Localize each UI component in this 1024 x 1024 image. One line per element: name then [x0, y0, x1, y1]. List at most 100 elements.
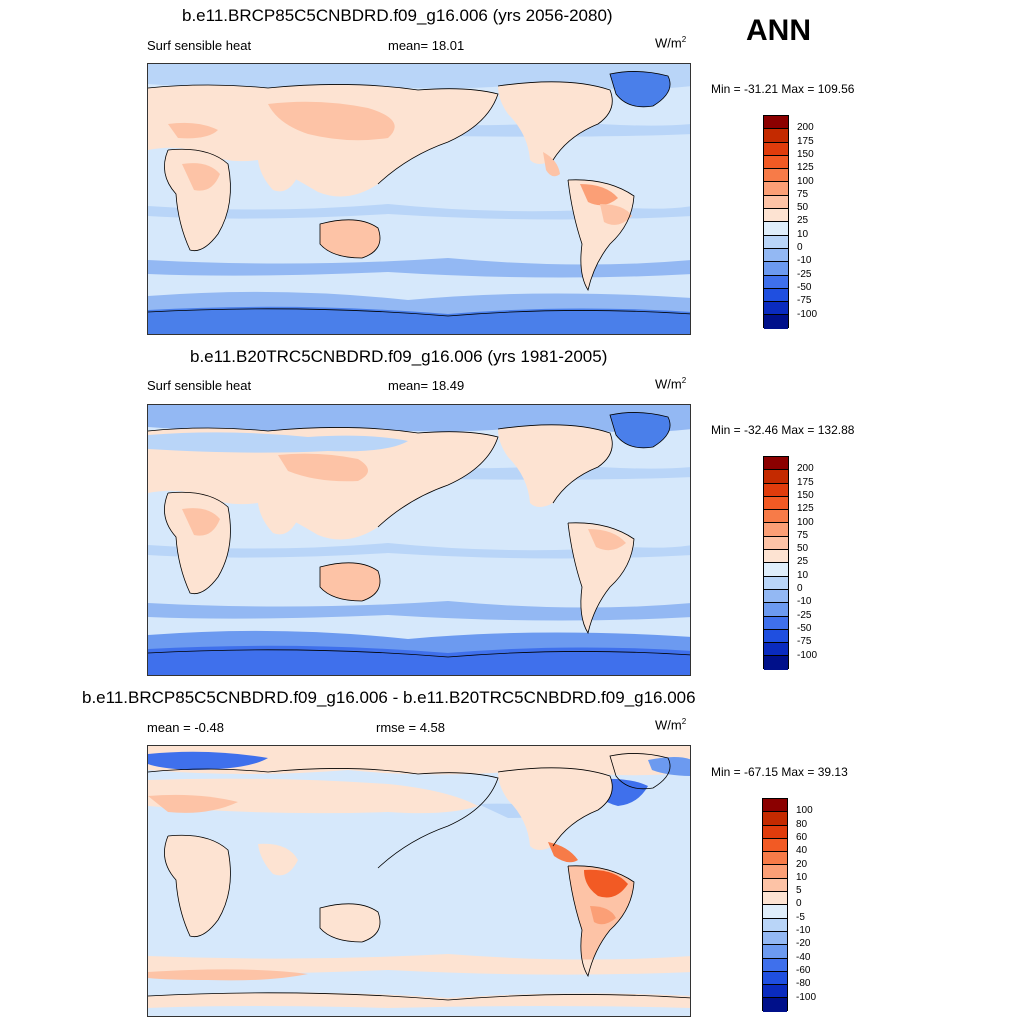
colorbar-swatch: [764, 629, 788, 644]
colorbar-tick-label: -100: [797, 649, 818, 661]
colorbar-tick-label: -5: [796, 911, 805, 923]
colorbar-swatch: [763, 838, 787, 853]
colorbar-swatch: [763, 825, 787, 839]
panel-2-colorbar: [763, 456, 789, 670]
colorbar-tick-label: 50: [797, 543, 809, 555]
colorbar-tick-label: 80: [796, 818, 808, 830]
colorbar-swatch: [763, 958, 787, 972]
colorbar-swatch: [764, 129, 788, 143]
colorbar-tick-label: -25: [797, 609, 812, 621]
colorbar-tick-label: 200: [797, 463, 814, 475]
colorbar-swatch: [764, 483, 788, 497]
colorbar-swatch: [764, 248, 788, 263]
colorbar-swatch: [763, 905, 787, 919]
colorbar-swatch: [764, 576, 788, 590]
colorbar-tick-label: -100: [797, 308, 818, 320]
colorbar-tick-label: 75: [797, 529, 809, 541]
colorbar-tick-label: -60: [796, 964, 811, 976]
colorbar-swatch: [763, 918, 787, 932]
colorbar-tick-label: -50: [797, 622, 812, 634]
season-label: ANN: [746, 14, 811, 47]
colorbar-tick-label: 5: [796, 885, 802, 897]
colorbar-tick-label: 75: [797, 188, 809, 200]
panel-2-variable-label: Surf sensible heat: [147, 378, 252, 393]
colorbar-swatch: [763, 852, 787, 866]
panel-2-mean-label: mean= 18.49: [388, 378, 465, 393]
panel-2-title: b.e11.B20TRC5CNBDRD.f09_g16.006 (yrs 198…: [190, 347, 608, 366]
colorbar-swatch: [764, 155, 788, 170]
colorbar-tick-label: 0: [796, 898, 802, 910]
panel-1-variable-label: Surf sensible heat: [147, 38, 252, 53]
colorbar-tick-label: -25: [797, 268, 812, 280]
panel-1-colorbar: [763, 115, 789, 329]
colorbar-tick-label: 0: [797, 242, 803, 253]
colorbar-swatch: [763, 971, 787, 986]
colorbar-swatch: [764, 470, 788, 484]
colorbar-swatch: [764, 496, 788, 511]
colorbar-tick-label: 100: [797, 516, 814, 528]
colorbar-swatch: [764, 510, 788, 524]
panel-1-map-field: [148, 64, 690, 334]
colorbar-tick-label: 10: [796, 871, 808, 883]
colorbar-swatch: [763, 892, 787, 906]
panel-3-mean-label: mean = -0.48: [147, 720, 224, 735]
colorbar-tick-label: 175: [797, 476, 814, 488]
colorbar-tick-label: 40: [796, 845, 808, 857]
colorbar-swatch: [764, 616, 788, 630]
colorbar-swatch: [764, 523, 788, 537]
panel-1-mean-label: mean= 18.01: [388, 38, 465, 53]
colorbar-swatch: [764, 536, 788, 551]
colorbar-swatch: [763, 865, 787, 879]
colorbar-swatch: [764, 603, 788, 617]
colorbar-tick-label: -75: [797, 636, 812, 648]
colorbar-swatch: [764, 275, 788, 289]
colorbar-swatch: [763, 945, 787, 959]
colorbar-swatch: [763, 985, 787, 999]
colorbar-tick-label: 60: [796, 831, 808, 843]
panel-3-rmse-label: rmse = 4.58: [376, 720, 446, 735]
colorbar-swatch: [764, 550, 788, 564]
panel-1-map: [147, 63, 691, 335]
colorbar-swatch: [763, 799, 787, 813]
colorbar-swatch: [764, 262, 788, 276]
panel-3-minmax: Min = -67.15 Max = 39.13: [711, 765, 848, 779]
colorbar-tick-label: 150: [797, 489, 814, 501]
colorbar-swatch: [763, 812, 787, 826]
panel-1-title: b.e11.BRCP85C5CNBDRD.f09_g16.006 (yrs 20…: [182, 6, 613, 25]
colorbar-swatch: [764, 643, 788, 657]
colorbar-tick-label: -75: [797, 295, 812, 307]
colorbar-swatch: [763, 931, 787, 946]
panel-2-map: [147, 404, 691, 676]
colorbar-swatch: [764, 563, 788, 577]
panel-3-map-field: [148, 746, 690, 1016]
colorbar-tick-label: 125: [797, 503, 814, 515]
colorbar-tick-label: 100: [796, 805, 813, 817]
panel-3-title: b.e11.BRCP85C5CNBDRD.f09_g16.006 - b.e11…: [82, 688, 696, 707]
colorbar-swatch: [764, 182, 788, 196]
panel-2-minmax: Min = -32.46 Max = 132.88: [711, 423, 855, 437]
panel-1-units: W/m2: [655, 35, 687, 51]
colorbar-swatch: [764, 315, 788, 329]
colorbar-tick-label: -20: [796, 938, 811, 950]
colorbar-tick-label: 25: [797, 556, 809, 568]
colorbar-tick-label: 10: [797, 569, 809, 581]
colorbar-tick-label: 50: [797, 202, 809, 214]
colorbar-swatch: [764, 288, 788, 303]
colorbar-tick-label: -80: [796, 978, 811, 990]
colorbar-tick-label: 150: [797, 148, 814, 160]
colorbar-swatch: [764, 169, 788, 183]
colorbar-swatch: [764, 222, 788, 236]
panel-2-map-field: [148, 405, 690, 675]
colorbar-swatch: [764, 589, 788, 604]
colorbar-swatch: [764, 656, 788, 670]
colorbar-tick-label: 125: [797, 162, 814, 174]
colorbar-swatch: [764, 457, 788, 471]
colorbar-tick-label: 200: [797, 122, 814, 134]
colorbar-swatch: [764, 209, 788, 223]
panel-2-units: W/m2: [655, 376, 687, 392]
colorbar-tick-label: -10: [797, 596, 812, 608]
colorbar-tick-label: -10: [796, 925, 811, 936]
colorbar-swatch: [764, 235, 788, 249]
colorbar-tick-label: 20: [796, 858, 808, 870]
colorbar-swatch: [764, 142, 788, 156]
